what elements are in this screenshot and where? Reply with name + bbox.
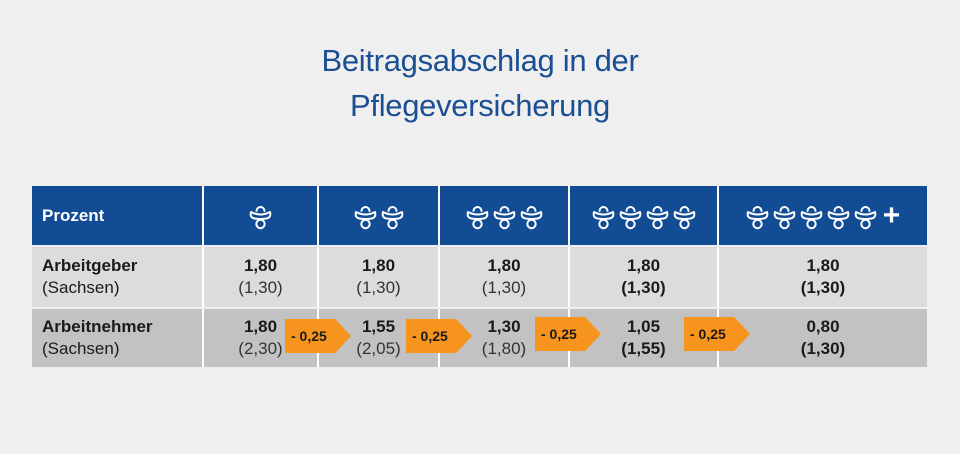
header-cell-3-children [438, 186, 568, 245]
value: 1,80 [243, 256, 278, 275]
pacifier-icon [619, 205, 641, 229]
row-label: Arbeitnehmer [42, 317, 153, 336]
pacifier-icon [520, 205, 542, 229]
value-cell: 1,80 (2,30) [202, 309, 317, 367]
value: 1,80 [626, 256, 661, 275]
contribution-table: Prozent + Arbeitgeber (Sachsen) 1,80 (1,… [32, 186, 927, 367]
header-row: Prozent + [32, 186, 927, 245]
row-sublabel: (Sachsen) [42, 278, 120, 297]
sachsen-value: (1,30) [238, 278, 283, 297]
sachsen-value: (1,30) [621, 278, 666, 297]
sachsen-value: (2,05) [356, 339, 401, 358]
header-cell-4-children [568, 186, 717, 245]
row-label: Arbeitgeber [42, 256, 138, 275]
value: 0,80 [806, 317, 840, 336]
reduction-arrow: - 0,25 [684, 317, 750, 351]
header-label-cell: Prozent [32, 186, 202, 245]
value-cell: 1,80 (1,30) [202, 247, 317, 307]
pacifier-icon [493, 205, 515, 229]
value: 1,80 [243, 317, 278, 336]
value-cell: 0,80 (1,30) [717, 309, 927, 367]
pacifier-icon [381, 205, 403, 229]
reduction-arrow: - 0,25 [406, 319, 472, 353]
sachsen-value: (1,30) [800, 339, 846, 358]
value-cell: 1,80 (1,30) [568, 247, 717, 307]
pacifier-icons [249, 202, 272, 230]
value: 1,80 [487, 256, 521, 275]
pacifier-icons [466, 202, 543, 230]
pacifier-icons [592, 202, 696, 230]
row-label-cell: Arbeitnehmer (Sachsen) [32, 309, 202, 367]
row-sublabel: (Sachsen) [42, 339, 120, 358]
pacifier-icon [673, 205, 695, 229]
pacifier-icon [249, 205, 272, 229]
value: 1,55 [361, 317, 396, 336]
pacifier-icons: + [746, 198, 901, 232]
page-title: Beitragsabschlag in der Pflegeversicheru… [0, 38, 960, 128]
title-line-1: Beitragsabschlag in der [321, 43, 639, 78]
pacifier-icon [746, 205, 769, 229]
sachsen-value: (1,30) [481, 278, 527, 297]
value: 1,80 [361, 256, 396, 275]
plus-sign: + [882, 198, 901, 232]
row-label-cell: Arbeitgeber (Sachsen) [32, 247, 202, 307]
value-cell: 1,80 (1,30) [717, 247, 927, 307]
sachsen-value: (1,30) [800, 278, 846, 297]
sachsen-value: (2,30) [238, 339, 283, 358]
header-label: Prozent [42, 205, 105, 225]
reduction-arrow: - 0,25 [285, 319, 351, 353]
header-cell-1-child [202, 186, 317, 245]
value-cell: 1,80 (1,30) [438, 247, 568, 307]
value-cell: 1,30 (1,80) [438, 309, 568, 367]
table-row-arbeitnehmer: Arbeitnehmer (Sachsen) 1,80 (2,30) 1,55 … [32, 309, 927, 367]
pacifier-icon [592, 205, 614, 229]
pacifier-icon [854, 205, 877, 229]
value: 1,05 [626, 317, 661, 336]
table-row-arbeitgeber: Arbeitgeber (Sachsen) 1,80 (1,30) 1,80 (… [32, 247, 927, 307]
pacifier-icon [800, 205, 823, 229]
pacifier-icon [773, 205, 796, 229]
value: 1,30 [487, 317, 521, 336]
value: 1,80 [806, 256, 840, 275]
sachsen-value: (1,80) [481, 339, 527, 358]
pacifier-icons [354, 202, 404, 230]
pacifier-icon [354, 205, 376, 229]
reduction-arrow: - 0,25 [535, 317, 601, 351]
pacifier-icon [466, 205, 488, 229]
header-cell-2-children [317, 186, 438, 245]
pacifier-icon [827, 205, 850, 229]
sachsen-value: (1,30) [356, 278, 401, 297]
sachsen-value: (1,55) [621, 339, 666, 358]
value-cell: 1,80 (1,30) [317, 247, 438, 307]
pacifier-icon [646, 205, 668, 229]
title-line-2: Pflegeversicherung [350, 88, 610, 123]
header-cell-5-plus-children: + [717, 186, 927, 245]
